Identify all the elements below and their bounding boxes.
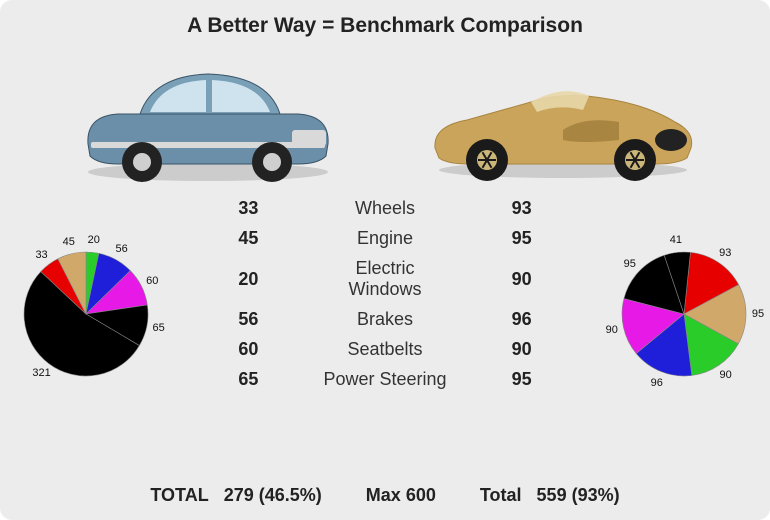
pie-slice-label: 90 — [719, 369, 731, 381]
pie-slice-label: 56 — [116, 243, 128, 255]
pie-slice-label: 65 — [152, 322, 164, 334]
total-max: Max 600 — [366, 485, 436, 506]
pie-slice-label: 95 — [624, 258, 636, 270]
car-left-illustration — [58, 44, 358, 184]
right-value-row-5: 95 — [453, 369, 590, 390]
pie-slice-label: 93 — [719, 247, 731, 259]
pie-left-svg — [6, 234, 166, 394]
category-label-row-3: Brakes — [317, 309, 454, 330]
right-value-row-3: 96 — [453, 309, 590, 330]
total-right: Total 559 (93%) — [480, 485, 620, 506]
pie-chart-left: 20 56 60 65 321 33 45 — [6, 234, 166, 394]
car-left-slot — [58, 44, 358, 184]
category-label-row-1: Engine — [317, 228, 454, 249]
category-label-row-4: Seatbelts — [317, 339, 454, 360]
page-title: A Better Way = Benchmark Comparison — [0, 0, 770, 38]
comparison-canvas: A Better Way = Benchmark Comparison 33Wh… — [0, 0, 770, 520]
left-value-row-4: 60 — [180, 339, 317, 360]
pie-slice-label: 95 — [752, 308, 764, 320]
category-label-row-0: Wheels — [317, 198, 454, 219]
right-value-row-4: 90 — [453, 339, 590, 360]
pie-slice-label: 45 — [63, 236, 75, 248]
right-value-row-1: 95 — [453, 228, 590, 249]
right-value-row-0: 93 — [453, 198, 590, 219]
car-right-illustration — [413, 44, 713, 184]
pie-slice-label: 96 — [651, 377, 663, 389]
pie-slice-label: 321 — [32, 367, 50, 379]
left-value-row-2: 20 — [180, 269, 317, 290]
pie-slice-label: 20 — [88, 234, 100, 246]
right-value-row-2: 90 — [453, 269, 590, 290]
total-right-label: Total — [480, 485, 522, 505]
total-right-value: 559 (93%) — [537, 485, 620, 505]
total-left-value: 279 (46.5%) — [224, 485, 322, 505]
pie-slice-label: 60 — [146, 275, 158, 287]
pie-slice-label: 41 — [670, 234, 682, 246]
pie-slice-label: 90 — [606, 324, 618, 336]
totals-row: TOTAL 279 (46.5%) Max 600 Total 559 (93%… — [0, 485, 770, 506]
left-value-row-0: 33 — [180, 198, 317, 219]
total-left-label: TOTAL — [150, 485, 208, 505]
car-right-slot — [413, 44, 713, 184]
left-value-row-3: 56 — [180, 309, 317, 330]
total-left: TOTAL 279 (46.5%) — [150, 485, 321, 506]
pie-chart-right: 93 95 90 96 90 95 41 — [604, 234, 764, 394]
left-value-row-1: 45 — [180, 228, 317, 249]
category-label-row-2: Electric Windows — [317, 258, 454, 300]
left-value-row-5: 65 — [180, 369, 317, 390]
pie-slice-label: 33 — [35, 249, 47, 261]
car-images-row — [0, 38, 770, 184]
category-label-row-5: Power Steering — [317, 369, 454, 390]
